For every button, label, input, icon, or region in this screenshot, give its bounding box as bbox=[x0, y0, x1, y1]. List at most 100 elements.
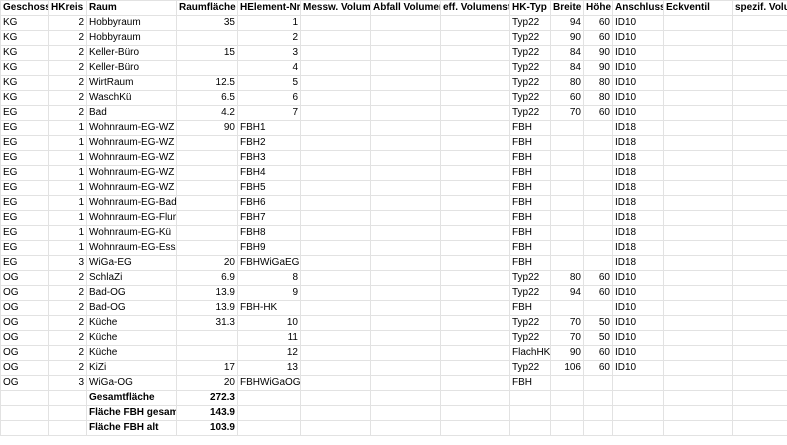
cell[interactable] bbox=[732, 180, 787, 196]
cell[interactable]: ID10 bbox=[612, 30, 664, 46]
cell[interactable] bbox=[732, 285, 787, 301]
cell[interactable]: EG bbox=[0, 255, 49, 271]
cell[interactable]: 94 bbox=[550, 15, 584, 31]
cell[interactable]: EG bbox=[0, 120, 49, 136]
cell[interactable]: Typ22 bbox=[509, 15, 551, 31]
cell[interactable]: 20 bbox=[176, 375, 238, 391]
cell[interactable]: 20 bbox=[176, 255, 238, 271]
cell[interactable]: Gesamtfläche bbox=[86, 390, 177, 406]
cell[interactable] bbox=[550, 165, 584, 181]
cell[interactable]: FBH-HK bbox=[237, 300, 301, 316]
cell[interactable] bbox=[550, 180, 584, 196]
cell[interactable]: 1 bbox=[48, 180, 87, 196]
cell[interactable] bbox=[583, 240, 613, 256]
cell[interactable] bbox=[663, 150, 733, 166]
cell[interactable]: FBH2 bbox=[237, 135, 301, 151]
cell[interactable]: FBH7 bbox=[237, 210, 301, 226]
cell[interactable]: 60 bbox=[583, 105, 613, 121]
cell[interactable]: Typ22 bbox=[509, 30, 551, 46]
cell[interactable] bbox=[440, 390, 510, 406]
cell[interactable] bbox=[440, 165, 510, 181]
cell[interactable] bbox=[300, 60, 371, 76]
cell[interactable]: OG bbox=[0, 315, 49, 331]
cell[interactable] bbox=[440, 60, 510, 76]
cell[interactable] bbox=[440, 150, 510, 166]
cell[interactable]: 2 bbox=[48, 15, 87, 31]
cell[interactable] bbox=[370, 285, 441, 301]
cell[interactable]: 90 bbox=[550, 30, 584, 46]
cell[interactable] bbox=[583, 225, 613, 241]
cell[interactable]: WaschKü bbox=[86, 90, 177, 106]
cell[interactable]: 1 bbox=[48, 210, 87, 226]
cell[interactable] bbox=[300, 105, 371, 121]
cell[interactable] bbox=[370, 210, 441, 226]
cell[interactable]: EG bbox=[0, 240, 49, 256]
cell[interactable] bbox=[300, 30, 371, 46]
cell[interactable]: 2 bbox=[48, 330, 87, 346]
cell[interactable] bbox=[583, 195, 613, 211]
cell[interactable]: 70 bbox=[550, 330, 584, 346]
cell[interactable] bbox=[663, 420, 733, 436]
cell[interactable]: Typ22 bbox=[509, 315, 551, 331]
cell[interactable] bbox=[663, 15, 733, 31]
cell[interactable] bbox=[48, 390, 87, 406]
cell[interactable]: 50 bbox=[583, 315, 613, 331]
cell[interactable]: 3 bbox=[48, 375, 87, 391]
cell[interactable] bbox=[300, 240, 371, 256]
cell[interactable] bbox=[550, 195, 584, 211]
cell[interactable]: KiZi bbox=[86, 360, 177, 376]
cell[interactable]: FBH bbox=[509, 210, 551, 226]
cell[interactable] bbox=[583, 180, 613, 196]
cell[interactable] bbox=[732, 90, 787, 106]
cell[interactable] bbox=[370, 360, 441, 376]
cell[interactable] bbox=[176, 225, 238, 241]
cell[interactable] bbox=[440, 330, 510, 346]
cell[interactable] bbox=[237, 420, 301, 436]
cell[interactable] bbox=[370, 105, 441, 121]
cell[interactable]: 106 bbox=[550, 360, 584, 376]
cell[interactable] bbox=[300, 135, 371, 151]
cell[interactable]: 103.9 bbox=[176, 420, 238, 436]
cell[interactable]: KG bbox=[0, 15, 49, 31]
cell[interactable] bbox=[300, 270, 371, 286]
cell[interactable]: Typ22 bbox=[509, 60, 551, 76]
cell[interactable] bbox=[370, 120, 441, 136]
cell[interactable]: 9 bbox=[237, 285, 301, 301]
cell[interactable] bbox=[550, 135, 584, 151]
cell[interactable] bbox=[237, 405, 301, 421]
cell[interactable]: Wohnraum-EG-Flur bbox=[86, 210, 177, 226]
cell[interactable] bbox=[509, 405, 551, 421]
cell[interactable]: Breite bbox=[550, 0, 584, 16]
cell[interactable] bbox=[440, 75, 510, 91]
cell[interactable]: ID10 bbox=[612, 300, 664, 316]
cell[interactable] bbox=[732, 330, 787, 346]
cell[interactable]: FBH4 bbox=[237, 165, 301, 181]
cell[interactable]: 80 bbox=[583, 90, 613, 106]
cell[interactable]: FBH bbox=[509, 135, 551, 151]
cell[interactable] bbox=[440, 225, 510, 241]
cell[interactable]: ID18 bbox=[612, 240, 664, 256]
cell[interactable]: FBH bbox=[509, 120, 551, 136]
cell[interactable] bbox=[370, 60, 441, 76]
cell[interactable] bbox=[370, 240, 441, 256]
cell[interactable] bbox=[300, 255, 371, 271]
cell[interactable] bbox=[370, 225, 441, 241]
cell[interactable] bbox=[440, 345, 510, 361]
cell[interactable]: Wohnraum-EG-WZ bbox=[86, 120, 177, 136]
cell[interactable] bbox=[732, 135, 787, 151]
cell[interactable] bbox=[300, 330, 371, 346]
cell[interactable] bbox=[550, 150, 584, 166]
cell[interactable] bbox=[176, 60, 238, 76]
cell[interactable] bbox=[440, 405, 510, 421]
cell[interactable] bbox=[300, 315, 371, 331]
cell[interactable] bbox=[300, 345, 371, 361]
cell[interactable]: FBHWiGaEG bbox=[237, 255, 301, 271]
cell[interactable]: Typ22 bbox=[509, 285, 551, 301]
cell[interactable] bbox=[440, 45, 510, 61]
cell[interactable]: 60 bbox=[583, 360, 613, 376]
cell[interactable] bbox=[663, 300, 733, 316]
cell[interactable] bbox=[440, 420, 510, 436]
cell[interactable]: FBH bbox=[509, 375, 551, 391]
cell[interactable]: 2 bbox=[48, 270, 87, 286]
cell[interactable]: 90 bbox=[550, 345, 584, 361]
